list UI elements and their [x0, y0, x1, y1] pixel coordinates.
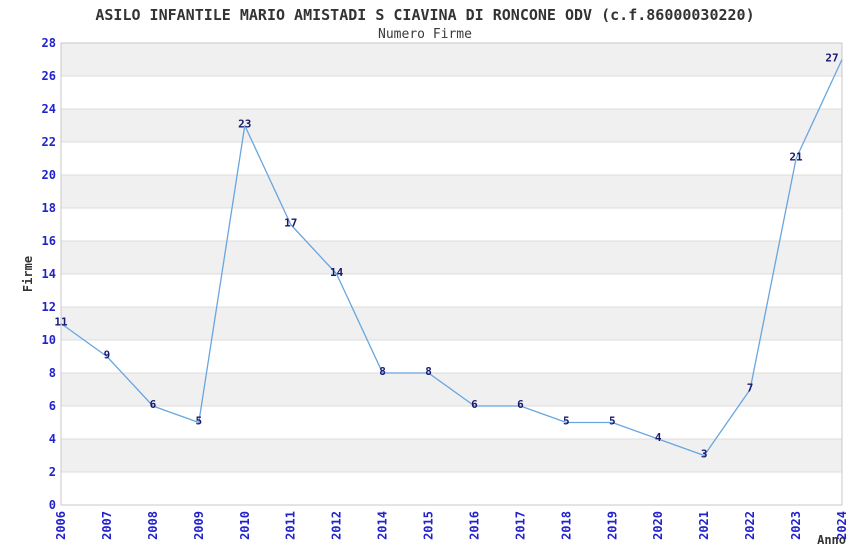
data-point-label: 4: [655, 431, 662, 444]
y-tick-label: 4: [49, 432, 56, 446]
data-point-label: 27: [825, 52, 838, 65]
x-tick-label: 2009: [192, 511, 206, 540]
data-point-label: 7: [747, 382, 754, 395]
data-point-label: 17: [284, 217, 297, 230]
x-tick-label: 2017: [513, 511, 527, 540]
y-tick-label: 8: [49, 366, 56, 380]
data-point-label: 5: [609, 415, 616, 428]
data-point-label: 9: [104, 349, 111, 362]
x-tick-label: 2024: [835, 511, 849, 540]
data-point-label: 5: [196, 415, 203, 428]
data-point-label: 21: [789, 151, 803, 164]
x-tick-label: 2008: [146, 511, 160, 540]
data-point-label: 8: [425, 365, 432, 378]
x-tick-label: 2015: [422, 511, 436, 540]
y-tick-label: 26: [42, 69, 56, 83]
chart-subtitle: Numero Firme: [378, 27, 472, 42]
x-axis-title: Anno: [817, 533, 846, 547]
x-tick-label: 2022: [743, 511, 757, 540]
data-point-label: 6: [150, 398, 157, 411]
y-tick-label: 14: [42, 267, 56, 281]
y-tick-label: 10: [42, 333, 56, 347]
data-point-label: 5: [563, 415, 570, 428]
x-tick-label: 2018: [559, 511, 573, 540]
grid-band: [61, 175, 842, 208]
data-point-label: 8: [379, 365, 386, 378]
x-tick-label: 2012: [330, 511, 344, 540]
y-tick-label: 22: [42, 135, 56, 149]
y-tick-label: 12: [42, 300, 56, 314]
y-tick-label: 16: [42, 234, 56, 248]
x-tick-label: 2020: [651, 511, 665, 540]
grid-band: [61, 439, 842, 472]
data-point-label: 6: [517, 398, 524, 411]
x-tick-label: 2007: [100, 511, 114, 540]
x-tick-label: 2019: [605, 511, 619, 540]
grid-band: [61, 241, 842, 274]
grid-band: [61, 307, 842, 340]
grid-band: [61, 109, 842, 142]
data-point-label: 6: [471, 398, 478, 411]
y-tick-label: 18: [42, 201, 56, 215]
y-tick-label: 28: [42, 36, 56, 50]
data-point-label: 3: [701, 448, 708, 461]
x-tick-label: 2016: [467, 511, 481, 540]
y-tick-label: 20: [42, 168, 56, 182]
y-tick-label: 0: [49, 498, 56, 512]
x-tick-label: 2021: [697, 511, 711, 540]
grid-band: [61, 43, 842, 76]
y-tick-label: 6: [49, 399, 56, 413]
x-tick-label: 2023: [789, 511, 803, 540]
data-point-label: 23: [238, 118, 251, 131]
x-tick-label: 2014: [376, 511, 390, 540]
x-tick-label: 2010: [238, 511, 252, 540]
y-tick-label: 2: [49, 465, 56, 479]
x-tick-label: 2011: [284, 511, 298, 540]
data-point-label: 11: [54, 316, 68, 329]
x-tick-label: 2006: [54, 511, 68, 540]
data-point-label: 14: [330, 266, 344, 279]
chart-title: ASILO INFANTILE MARIO AMISTADI S CIAVINA…: [95, 6, 755, 24]
plot-border: [60, 42, 843, 506]
data-line: [60, 59, 843, 457]
y-tick-label: 24: [42, 102, 56, 116]
